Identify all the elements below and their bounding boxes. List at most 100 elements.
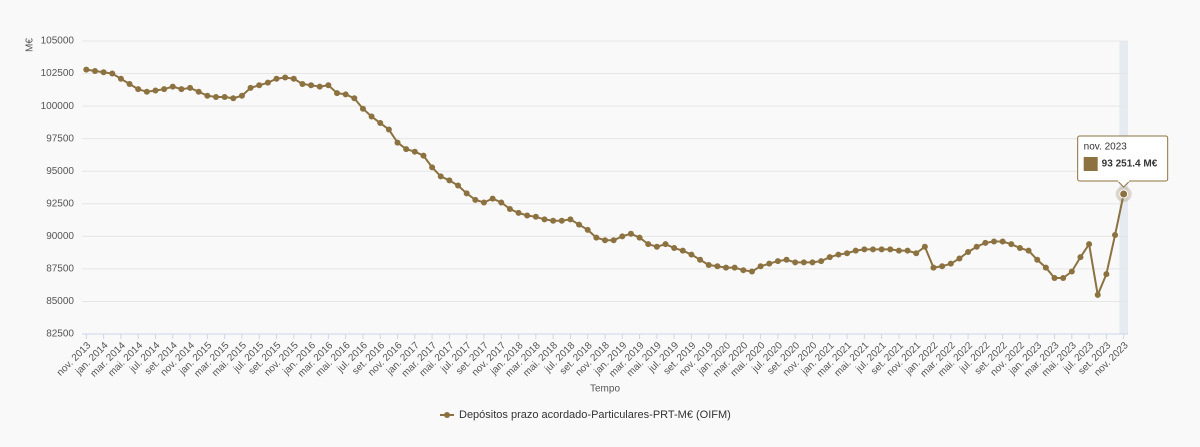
point (593, 234, 600, 241)
point (567, 216, 574, 223)
point (1060, 275, 1067, 282)
point (489, 195, 496, 202)
point (506, 205, 513, 212)
point (368, 113, 375, 120)
point (446, 177, 453, 184)
y-tick-label: 82500 (46, 329, 74, 340)
y-tick-label: 97500 (46, 133, 74, 144)
point (256, 82, 263, 89)
point (342, 91, 349, 98)
point (740, 267, 747, 274)
point (774, 258, 781, 265)
point (100, 69, 107, 76)
point (965, 248, 972, 255)
point (195, 88, 202, 95)
point (818, 258, 825, 265)
point (126, 80, 133, 87)
point (1042, 264, 1049, 271)
point (264, 79, 271, 86)
point (515, 209, 522, 216)
point (299, 80, 306, 87)
point (334, 90, 341, 97)
point (420, 152, 427, 159)
point (377, 120, 384, 127)
point (498, 199, 505, 206)
point (991, 238, 998, 245)
y-tick-label: 95000 (46, 166, 74, 177)
point (783, 256, 790, 263)
point (351, 95, 358, 102)
point (1119, 189, 1129, 199)
point (792, 259, 799, 266)
point (1103, 271, 1110, 278)
point (247, 84, 254, 91)
y-tick-label: 87500 (46, 264, 74, 275)
point (662, 241, 669, 248)
x-axis-label: Tempo (590, 384, 620, 395)
y-tick-label: 90000 (46, 231, 74, 242)
tooltip-value: 93 251.4 M€ (1102, 159, 1158, 170)
series-line (86, 68, 1125, 299)
point (290, 75, 297, 82)
point (653, 243, 660, 250)
legend-label: Depósitos prazo acordado-Particulares-PR… (459, 409, 731, 421)
point (204, 92, 211, 99)
point (109, 70, 116, 77)
point (766, 260, 773, 267)
point (921, 243, 928, 250)
point (671, 245, 678, 252)
point (429, 164, 436, 171)
point (844, 250, 851, 257)
point (238, 92, 245, 99)
point (705, 261, 712, 268)
point (757, 263, 764, 270)
point (1016, 245, 1023, 252)
point (939, 263, 946, 270)
point (1008, 241, 1015, 248)
y-tick-label: 100000 (41, 101, 75, 112)
point (861, 246, 868, 253)
y-tick-label: 85000 (46, 296, 74, 307)
point (117, 75, 124, 82)
point (835, 251, 842, 258)
point (359, 105, 366, 112)
point (480, 199, 487, 206)
legend-marker (444, 412, 450, 418)
point (411, 148, 418, 155)
y-tick-label: 92500 (46, 198, 74, 209)
point (610, 237, 617, 244)
point (627, 230, 634, 237)
point (999, 238, 1006, 245)
point (1051, 275, 1058, 282)
point (152, 87, 159, 94)
point (714, 263, 721, 270)
point (1077, 254, 1084, 261)
point (826, 254, 833, 261)
point (316, 83, 323, 90)
point (394, 139, 401, 146)
point (1025, 247, 1032, 254)
point (455, 182, 462, 189)
point (1112, 232, 1119, 239)
point (645, 241, 652, 248)
point (161, 86, 168, 93)
point (437, 173, 444, 180)
point (869, 246, 876, 253)
point (748, 268, 755, 275)
point (809, 259, 816, 266)
point (1086, 241, 1093, 248)
point (541, 216, 548, 223)
point (1068, 268, 1075, 275)
point (221, 93, 228, 100)
point (558, 217, 565, 224)
point (973, 243, 980, 250)
point (403, 146, 410, 153)
point (723, 264, 730, 271)
point (1094, 291, 1101, 298)
point (325, 82, 332, 89)
point (178, 86, 185, 93)
point (282, 74, 289, 81)
point (169, 83, 176, 90)
tooltip-swatch (1083, 156, 1098, 171)
